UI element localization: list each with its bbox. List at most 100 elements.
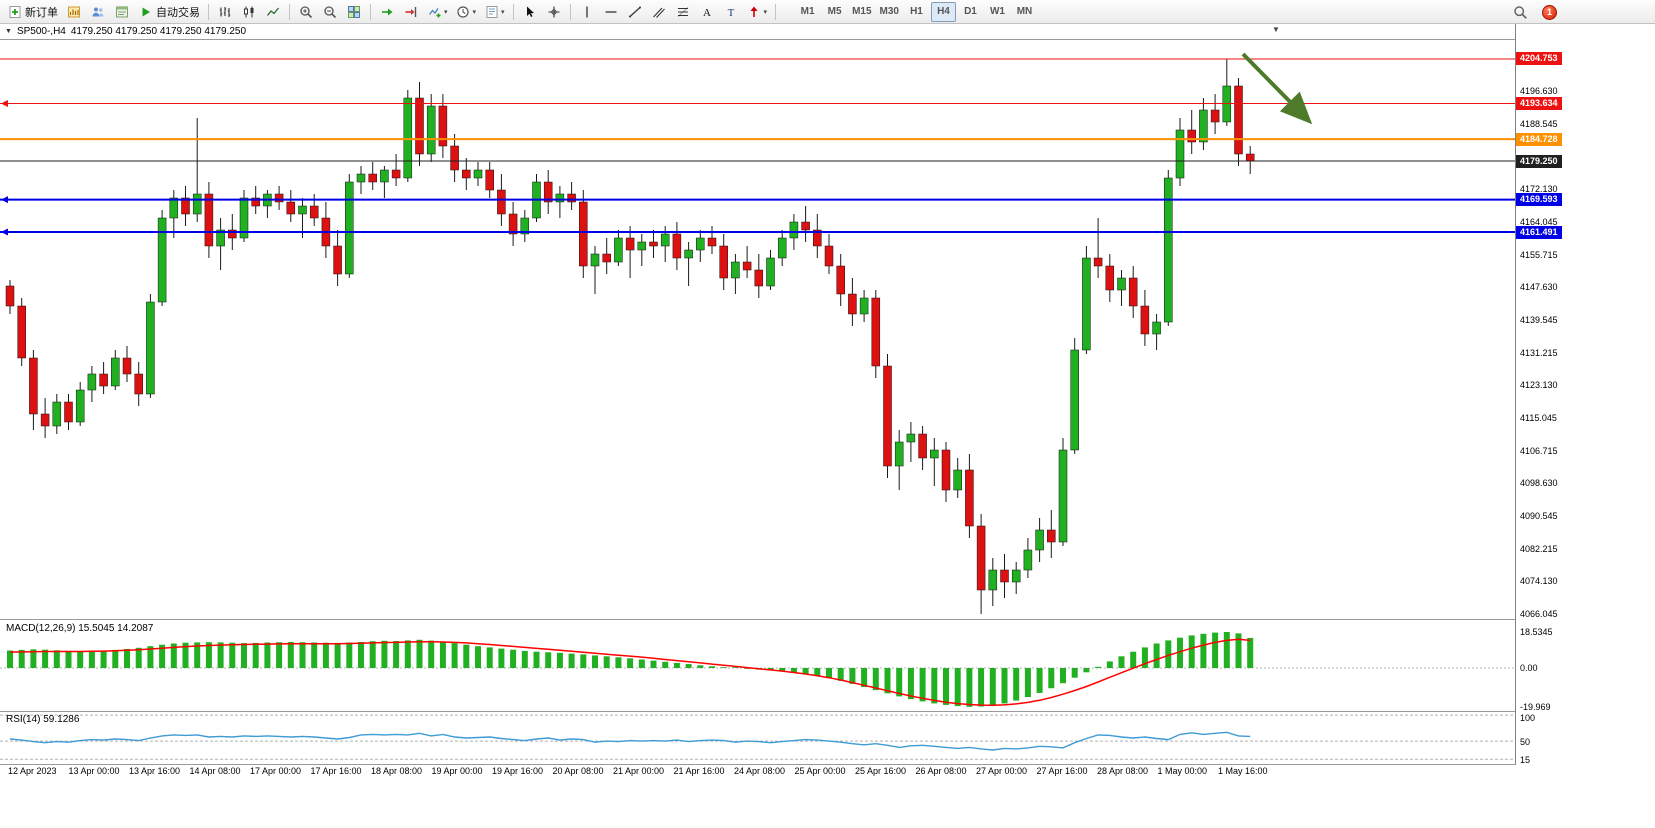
timeframe-mn-button[interactable]: MN xyxy=(1016,6,1033,17)
candle-body xyxy=(660,233,670,247)
candle-body xyxy=(649,241,658,247)
template-icon xyxy=(484,4,499,19)
arrows-button[interactable]: ▾ xyxy=(744,2,771,22)
market-watch-button[interactable] xyxy=(63,2,85,22)
terminal-icon xyxy=(115,4,130,19)
text-button[interactable]: A xyxy=(696,2,718,22)
timeframe-m1-button[interactable]: M1 xyxy=(800,6,815,17)
tile-windows-icon xyxy=(347,4,362,19)
timeframe-m15-button[interactable]: M15 xyxy=(852,6,872,17)
price-line-badge: 4169.593 xyxy=(1516,193,1562,206)
search-button[interactable] xyxy=(1509,2,1531,22)
candle-body xyxy=(111,357,120,387)
terminal-button[interactable] xyxy=(111,2,133,22)
candle-body xyxy=(707,237,717,247)
notification-badge[interactable]: 1 xyxy=(1542,4,1557,20)
time-axis-label: 21 Apr 00:00 xyxy=(613,766,665,776)
toolbar-separator xyxy=(370,3,371,20)
new-order-button[interactable]: 新订单 xyxy=(4,2,61,22)
periods-button[interactable]: ▾ xyxy=(453,2,480,22)
candle-body xyxy=(286,201,296,215)
line-left-marker xyxy=(1,100,8,107)
auto-scroll-button[interactable] xyxy=(376,2,398,22)
candle-body xyxy=(485,169,494,191)
price-axis-label: 4188.545 xyxy=(1520,119,1558,129)
timeframe-w1-button[interactable]: W1 xyxy=(989,6,1005,17)
candle-body xyxy=(1210,109,1220,123)
macd-bar xyxy=(276,642,283,668)
horizontal-line-button[interactable] xyxy=(600,2,622,22)
macd-bar xyxy=(393,641,400,668)
timeframe-d1-button[interactable]: D1 xyxy=(964,6,977,17)
navigator-button[interactable] xyxy=(87,2,109,22)
templates-button[interactable]: ▾ xyxy=(481,2,508,22)
price-axis-label: 4172.130 xyxy=(1520,184,1558,194)
bar-chart-button[interactable] xyxy=(214,2,236,22)
time-axis-label: 14 Apr 08:00 xyxy=(189,766,241,776)
macd-bar xyxy=(1106,661,1113,668)
candle-body xyxy=(415,97,424,155)
indicators-icon xyxy=(427,4,442,19)
candle-body xyxy=(1093,257,1103,267)
equidistant-channel-button[interactable] xyxy=(648,2,670,22)
candle-body xyxy=(228,229,237,239)
trendline-button[interactable] xyxy=(624,2,646,22)
timeframe-h4-button[interactable]: H4 xyxy=(930,1,956,22)
price-axis-label: 4196.630 xyxy=(1520,86,1558,96)
candle-body xyxy=(1035,529,1044,551)
candle-body xyxy=(1128,277,1138,307)
candle-body xyxy=(380,169,389,183)
chart-shift-marker-icon[interactable]: ▼ xyxy=(1272,25,1280,34)
indicators-button[interactable]: ▾ xyxy=(424,2,451,22)
auto-trading-button[interactable]: 自动交易 xyxy=(135,2,203,22)
candle-body xyxy=(1105,265,1115,291)
line-chart-button[interactable] xyxy=(262,2,284,22)
time-axis-label: 1 May 16:00 xyxy=(1218,766,1268,776)
crosshair-button[interactable] xyxy=(543,2,565,22)
line-chart-icon xyxy=(266,4,281,19)
macd-bar xyxy=(709,666,715,668)
macd-bar xyxy=(779,668,786,672)
macd-bar xyxy=(287,642,294,668)
candle-body xyxy=(941,449,951,491)
candle-body xyxy=(930,449,939,459)
chevron-down-icon: ▾ xyxy=(472,8,477,16)
candle-body xyxy=(988,569,998,591)
macd-bar xyxy=(1212,632,1219,668)
candle-body xyxy=(134,373,143,395)
zoom-in-button[interactable] xyxy=(295,2,317,22)
candle-body xyxy=(848,293,857,315)
candle-body xyxy=(696,237,705,251)
macd-bar xyxy=(826,668,832,679)
arrow-annotation[interactable] xyxy=(1241,52,1313,125)
vertical-line-button[interactable] xyxy=(576,2,598,22)
toolbar-separator xyxy=(289,3,290,20)
rsi-line xyxy=(9,731,1251,751)
timeframe-m30-button[interactable]: M30 xyxy=(879,6,899,17)
collapse-chart-icon[interactable]: ▼ xyxy=(5,28,12,35)
cursor-button[interactable] xyxy=(519,2,541,22)
chart-shift-button[interactable] xyxy=(400,2,422,22)
candle-body xyxy=(614,237,623,263)
price-axis-separator[interactable] xyxy=(1515,24,1516,765)
zoom-out-button[interactable] xyxy=(319,2,341,22)
panel-separator[interactable] xyxy=(0,711,1515,712)
auto-trading-button-label: 自动交易 xyxy=(156,6,200,19)
time-axis-label: 17 Apr 00:00 xyxy=(250,766,302,776)
time-axis-label: 21 Apr 16:00 xyxy=(673,766,725,776)
fibonacci-button[interactable] xyxy=(672,2,694,22)
price-axis-label: 4131.215 xyxy=(1520,348,1558,358)
timeframe-m5-button[interactable]: M5 xyxy=(827,6,842,17)
label-button[interactable]: T xyxy=(720,2,742,22)
macd-bar xyxy=(1001,668,1008,704)
macd-bar xyxy=(884,668,891,694)
candlestick-chart[interactable] xyxy=(0,40,1515,619)
tile-windows-button[interactable] xyxy=(343,2,365,22)
macd-bar xyxy=(147,646,154,668)
macd-bar xyxy=(135,647,142,668)
panel-separator[interactable] xyxy=(0,619,1515,620)
timeframe-h1-button[interactable]: H1 xyxy=(910,6,923,17)
candlestick-button[interactable] xyxy=(238,2,260,22)
candle-body xyxy=(1023,549,1033,571)
macd-bar xyxy=(919,668,926,702)
